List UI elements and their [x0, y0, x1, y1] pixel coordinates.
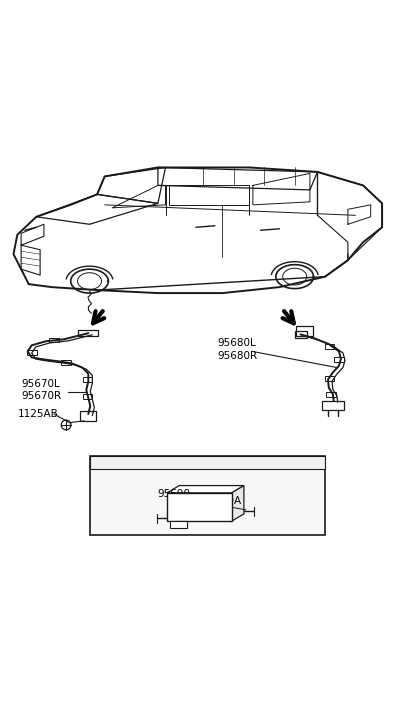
Text: 1125AB: 1125AB — [18, 409, 58, 419]
Bar — [83, 377, 92, 382]
Bar — [326, 392, 336, 397]
Text: 95690A: 95690A — [201, 496, 242, 506]
Bar — [90, 457, 325, 535]
Bar — [295, 332, 306, 337]
Text: 95670L
95670R: 95670L 95670R — [22, 379, 62, 401]
Bar — [296, 326, 313, 336]
Bar — [27, 350, 37, 355]
Bar — [83, 394, 92, 399]
Bar — [171, 521, 186, 529]
Bar — [334, 357, 344, 362]
Bar — [90, 457, 325, 469]
Bar — [325, 344, 335, 348]
Bar — [80, 411, 96, 421]
Bar — [322, 401, 344, 409]
Bar — [49, 337, 59, 342]
Bar — [78, 330, 98, 337]
Bar — [325, 377, 335, 381]
Bar — [167, 493, 232, 521]
Bar — [61, 360, 71, 365]
Text: 95690: 95690 — [157, 489, 190, 499]
Text: 95680L
95680R: 95680L 95680R — [218, 338, 258, 361]
Polygon shape — [167, 486, 244, 493]
Polygon shape — [232, 486, 244, 521]
